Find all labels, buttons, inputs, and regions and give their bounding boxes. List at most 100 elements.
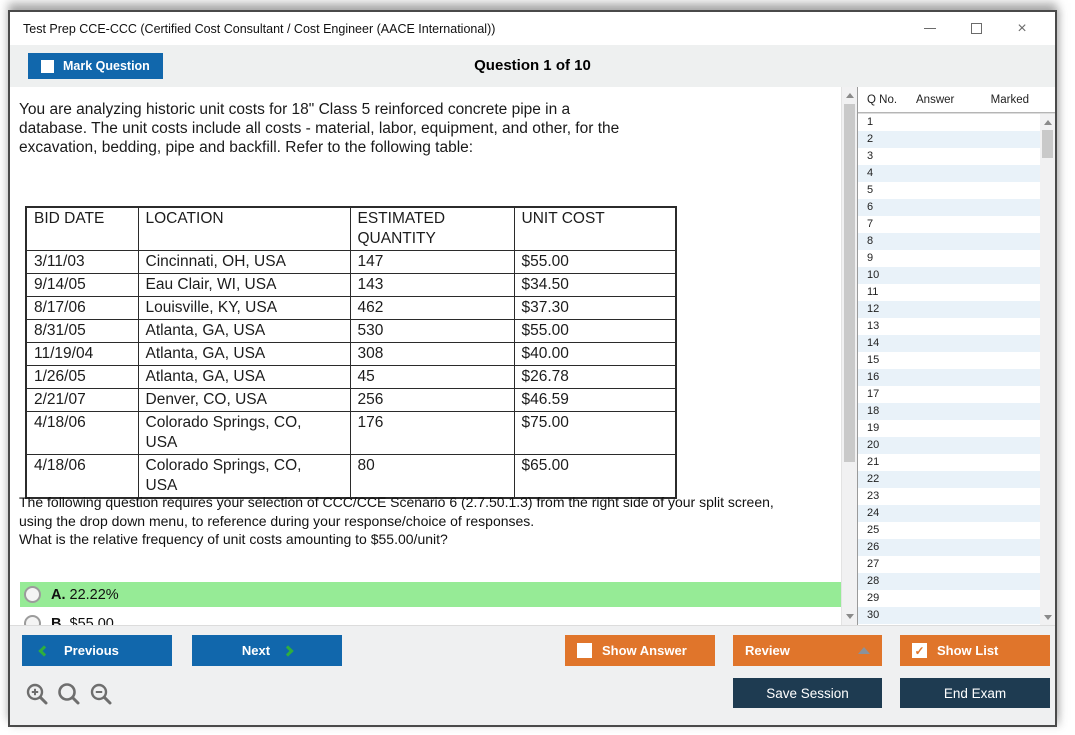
table-cell: 462	[349, 296, 515, 320]
answer-a-radio[interactable]	[24, 586, 41, 603]
table-header-cell: LOCATION	[137, 206, 351, 251]
question-intro-line: You are analyzing historic unit costs fo…	[19, 101, 571, 118]
question-list-row[interactable]: 11	[867, 286, 879, 298]
table-cell: $37.30	[513, 296, 677, 320]
scroll-down-icon[interactable]	[842, 608, 857, 625]
window-title: Test Prep CCE-CCC (Certified Cost Consul…	[23, 21, 496, 36]
question-list-row[interactable]: 29	[867, 592, 880, 604]
table-cell: 45	[349, 365, 515, 389]
table-row: 11/19/04 Atlanta, GA, USA 308 $40.00	[25, 342, 677, 366]
question-list-row[interactable]: 21	[867, 456, 880, 468]
zoom-reset-icon[interactable]	[57, 682, 81, 706]
save-session-button[interactable]: Save Session	[733, 678, 882, 708]
question-list-row[interactable]: 30	[858, 607, 1040, 624]
end-exam-button[interactable]: End Exam	[900, 678, 1050, 708]
question-list-row[interactable]: 23	[867, 490, 880, 502]
question-list-row[interactable]: 13	[867, 320, 880, 332]
table-cell: $55.00	[513, 250, 677, 274]
question-list-row[interactable]: 15	[867, 354, 880, 366]
question-list-row[interactable]: 4	[858, 165, 1040, 182]
table-cell: 4/18/06	[25, 454, 139, 499]
table-header-cell: UNIT COST	[513, 206, 677, 251]
show-list-button[interactable]: ✓ Show List	[900, 635, 1050, 666]
mark-question-button[interactable]: Mark Question	[28, 53, 163, 79]
question-list-row[interactable]: 25	[867, 524, 880, 536]
zoom-toolbar	[25, 682, 113, 706]
next-button[interactable]: Next	[192, 635, 342, 666]
question-scrollbar-thumb[interactable]	[844, 104, 855, 462]
list-scrollbar-thumb[interactable]	[1042, 130, 1053, 158]
question-list-row[interactable]: 7	[867, 218, 874, 230]
scenario-note-line: using the drop down menu, to reference d…	[19, 513, 535, 529]
answer-b-radio[interactable]	[24, 615, 41, 625]
table-cell: 176	[349, 411, 515, 455]
minimize-button[interactable]	[907, 12, 953, 45]
show-list-checkbox[interactable]: ✓	[912, 643, 927, 658]
question-list-row[interactable]: 17	[867, 388, 880, 400]
question-list-row[interactable]: 2	[858, 131, 1040, 148]
question-list-row[interactable]: 20	[858, 437, 1040, 454]
question-list-row[interactable]: 27	[867, 558, 880, 570]
list-scroll-down-icon[interactable]	[1040, 609, 1055, 625]
footer-bar: Previous Next Show Answer Review ✓ Show …	[10, 625, 1055, 725]
question-list-row[interactable]: 28	[858, 573, 1040, 590]
question-list-scrollbar	[1040, 114, 1055, 625]
review-dropdown[interactable]: Review	[733, 635, 882, 666]
zoom-in-icon[interactable]	[25, 682, 49, 706]
question-list-row[interactable]: 12	[858, 301, 1040, 318]
question-prompt: What is the relative frequency of unit c…	[19, 531, 448, 547]
caret-up-icon	[858, 647, 870, 654]
mark-question-label: Mark Question	[63, 59, 150, 73]
window-controls: ×	[907, 12, 1055, 45]
table-cell: Atlanta, GA, USA	[137, 365, 351, 389]
table-cell: $55.00	[513, 319, 677, 343]
show-answer-checkbox[interactable]	[577, 643, 592, 658]
table-cell: 80	[349, 454, 515, 499]
table-row: 3/11/03 Cincinnati, OH, USA 147 $55.00	[25, 250, 677, 274]
table-cell: 3/11/03	[25, 250, 139, 274]
question-list-row[interactable]: 19	[867, 422, 880, 434]
question-list-row[interactable]: 1	[867, 116, 874, 128]
question-list-row[interactable]: 18	[858, 403, 1040, 420]
question-intro: You are analyzing historic unit costs fo…	[19, 100, 619, 157]
question-list-row[interactable]: 9	[867, 252, 874, 264]
question-list-panel: Q No. Answer Marked 1 2 3 4 5 6 7 8 9 10 11 12 13 14 1…	[857, 87, 1055, 625]
title-bar: Test Prep CCE-CCC (Certified Cost Consul…	[10, 12, 1055, 45]
show-answer-button[interactable]: Show Answer	[565, 635, 715, 666]
table-row: 4/18/06 Colorado Springs, CO, USA 80 $65.00	[25, 454, 677, 499]
table-row: 4/18/06 Colorado Springs, CO, USA 176 $75.0…	[25, 411, 677, 455]
question-list-row[interactable]: 6	[858, 199, 1040, 216]
table-cell: Atlanta, GA, USA	[137, 319, 351, 343]
question-list-row[interactable]: 8	[858, 233, 1040, 250]
question-list-row[interactable]: 16	[858, 369, 1040, 386]
table-cell: $46.59	[513, 388, 677, 412]
scenario-note: The following question requires your sel…	[19, 493, 774, 531]
close-button[interactable]: ×	[999, 12, 1045, 45]
question-list-row[interactable]: 14	[858, 335, 1040, 352]
table-cell: $26.78	[513, 365, 677, 389]
table-cell: Denver, CO, USA	[137, 388, 351, 412]
table-cell: Cincinnati, OH, USA	[137, 250, 351, 274]
scroll-up-icon[interactable]	[842, 87, 857, 104]
question-list-row[interactable]: 5	[867, 184, 874, 196]
table-cell: 530	[349, 319, 515, 343]
question-list-row[interactable]: 26	[858, 539, 1040, 556]
question-list-row[interactable]: 10	[858, 267, 1040, 284]
answer-option-b[interactable]: B. $55.00	[20, 611, 841, 625]
table-cell: 1/26/05	[25, 365, 139, 389]
question-list-row[interactable]: 24	[858, 505, 1040, 522]
mark-question-checkbox[interactable]	[41, 59, 54, 73]
question-panel: You are analyzing historic unit costs fo…	[10, 87, 841, 625]
maximize-button[interactable]	[953, 12, 999, 45]
answer-option-a[interactable]: A. 22.22%	[20, 582, 841, 607]
previous-button[interactable]: Previous	[22, 635, 172, 666]
table-row: 9/14/05 Eau Clair, WI, USA 143 $34.50	[25, 273, 677, 297]
question-list-row[interactable]: 3	[867, 150, 874, 162]
zoom-out-icon[interactable]	[89, 682, 113, 706]
list-scroll-up-icon[interactable]	[1040, 114, 1055, 130]
table-cell: Eau Clair, WI, USA	[137, 273, 351, 297]
question-list-row[interactable]: 22	[858, 471, 1040, 488]
table-header-cell: BID DATE	[25, 206, 139, 251]
question-scrollbar	[841, 87, 857, 625]
table-cell: 143	[349, 273, 515, 297]
